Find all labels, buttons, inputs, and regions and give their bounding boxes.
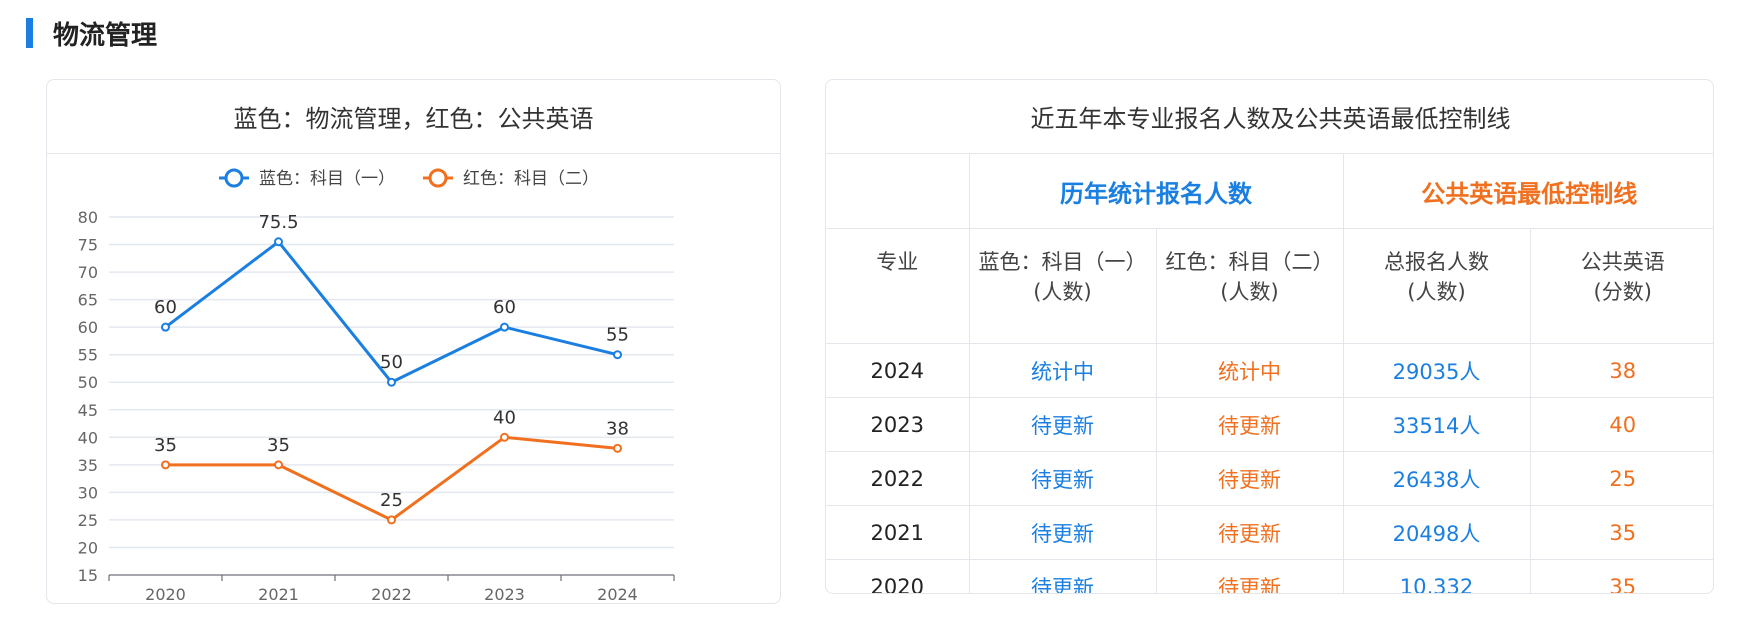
cell-red: 待更新 — [1155, 505, 1344, 560]
y-tick-label: 75 — [78, 236, 98, 255]
data-label: 35 — [154, 435, 177, 456]
col-header-total-line1: 总报名人数 — [1384, 250, 1489, 274]
cell-english: 35 — [1529, 505, 1713, 560]
col-header-blue-line2: (人数) — [1033, 280, 1092, 304]
group-header-english: 公共英语最低控制线 — [1342, 153, 1713, 229]
x-tick-label: 2021 — [258, 585, 299, 604]
stats-table-card: 近五年本专业报名人数及公共英语最低控制线 历年统计报名人数 公共英语最低控制线 … — [825, 79, 1714, 594]
y-tick-label: 70 — [78, 263, 98, 282]
data-point — [500, 432, 509, 442]
data-point — [161, 460, 170, 470]
x-tick-label: 2024 — [597, 585, 638, 604]
y-tick-label: 50 — [78, 373, 98, 392]
data-point — [161, 322, 170, 332]
cell-red: 待更新 — [1155, 397, 1344, 452]
cell-english: 35 — [1529, 559, 1713, 593]
data-label: 40 — [493, 407, 516, 428]
data-point — [387, 377, 396, 387]
legend-marker — [224, 168, 244, 188]
data-point — [613, 443, 622, 453]
cell-year: 2020 — [826, 559, 970, 593]
col-header-red: 红色：科目（二） (人数) — [1155, 228, 1344, 344]
legend-label: 蓝色：科目（一） — [259, 169, 395, 189]
y-tick-label: 35 — [78, 456, 98, 475]
cell-total: 33514人 — [1342, 397, 1531, 452]
col-header-english-line1: 公共英语 — [1580, 250, 1665, 274]
table-row: 2024 统计中 统计中 29035人 38 — [826, 343, 1713, 398]
col-header-blue: 蓝色：科目（一） (人数) — [968, 228, 1157, 344]
data-label: 55 — [606, 325, 629, 346]
table-row: 2022 待更新 待更新 26438人 25 — [826, 451, 1713, 506]
cell-red: 统计中 — [1155, 343, 1344, 398]
data-point — [613, 350, 622, 360]
data-label: 35 — [267, 435, 290, 456]
cell-blue: 待更新 — [968, 505, 1157, 560]
cell-blue: 待更新 — [968, 397, 1157, 452]
col-header-red-line2: (人数) — [1220, 280, 1279, 304]
section-accent-bar — [26, 18, 33, 48]
group-header-stats: 历年统计报名人数 — [968, 153, 1344, 229]
cell-year: 2024 — [826, 343, 970, 398]
x-tick-label: 2020 — [145, 585, 186, 604]
cell-total: 29035人 — [1342, 343, 1531, 398]
line-chart: 80 75 70 65 60 55 50 45 40 35 30 25 20 15 2020 2021 2022… — [78, 168, 675, 604]
col-header-blue-line1: 蓝色：科目（一） — [978, 250, 1147, 274]
chart-card: 蓝色：物流管理，红色：公共英语 80 75 70 65 60 55 50 45 40 35 30 25… — [46, 79, 781, 604]
col-header-english: 公共英语 (分数) — [1529, 228, 1713, 344]
y-tick-label: 40 — [78, 428, 98, 447]
stats-table: 近五年本专业报名人数及公共英语最低控制线 历年统计报名人数 公共英语最低控制线 … — [826, 80, 1713, 593]
legend-marker — [428, 168, 448, 188]
y-tick-label: 65 — [78, 291, 98, 310]
y-tick-label: 30 — [78, 483, 98, 502]
cell-year: 2021 — [826, 505, 970, 560]
data-point — [500, 322, 509, 332]
data-point — [387, 515, 396, 525]
cell-year: 2023 — [826, 397, 970, 452]
y-tick-label: 55 — [78, 346, 98, 365]
cell-blue: 统计中 — [968, 343, 1157, 398]
col-header-major: 专业 — [826, 228, 970, 344]
y-tick-label: 60 — [78, 318, 98, 337]
chart-card-header: 蓝色：物流管理，红色：公共英语 — [47, 80, 780, 154]
data-label: 38 — [606, 418, 629, 439]
data-point — [274, 460, 283, 470]
col-header-english-line2: (分数) — [1593, 280, 1652, 304]
table-group-empty — [826, 153, 970, 229]
cell-year: 2022 — [826, 451, 970, 506]
y-tick-label: 15 — [78, 566, 98, 585]
table-row: 2021 待更新 待更新 20498人 35 — [826, 505, 1713, 560]
data-label: 75.5 — [258, 212, 298, 233]
cell-total: 10,332 — [1342, 559, 1531, 593]
section-title: 物流管理 — [26, 16, 158, 51]
col-header-total-line2: (人数) — [1407, 280, 1466, 304]
data-point — [274, 237, 283, 247]
cell-blue: 待更新 — [968, 559, 1157, 593]
data-label: 60 — [493, 297, 516, 318]
table-row: 2020 待更新 待更新 10,332 35 — [826, 559, 1713, 593]
y-tick-label: 45 — [78, 401, 98, 420]
cell-total: 26438人 — [1342, 451, 1531, 506]
table-row: 2023 待更新 待更新 33514人 40 — [826, 397, 1713, 452]
cell-english: 38 — [1529, 343, 1713, 398]
data-label: 25 — [380, 490, 403, 511]
legend-label: 红色：科目（二） — [463, 169, 599, 189]
cell-red: 待更新 — [1155, 451, 1344, 506]
y-tick-label: 20 — [78, 538, 98, 557]
col-header-total: 总报名人数 (人数) — [1342, 228, 1531, 344]
col-header-red-line1: 红色：科目（二） — [1165, 250, 1334, 274]
col-header-major-text: 专业 — [876, 250, 919, 274]
table-title: 近五年本专业报名人数及公共英语最低控制线 — [826, 80, 1713, 154]
cell-english: 25 — [1529, 451, 1713, 506]
x-tick-label: 2023 — [484, 585, 525, 604]
y-tick-label: 80 — [78, 208, 98, 227]
cell-red: 待更新 — [1155, 559, 1344, 593]
cell-total: 20498人 — [1342, 505, 1531, 560]
cell-english: 40 — [1529, 397, 1713, 452]
data-label: 60 — [154, 297, 177, 318]
x-tick-label: 2022 — [371, 585, 412, 604]
y-tick-label: 25 — [78, 511, 98, 530]
data-label: 50 — [380, 352, 403, 373]
cell-blue: 待更新 — [968, 451, 1157, 506]
section-title-text: 物流管理 — [53, 20, 158, 51]
